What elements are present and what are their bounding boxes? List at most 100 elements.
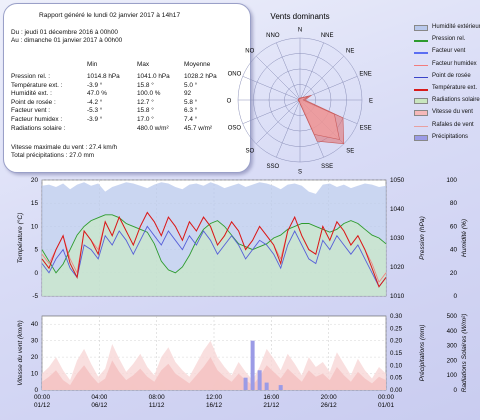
stat-min: -5.3 °: [87, 107, 103, 115]
radar-direction-label: ENE: [359, 71, 371, 77]
legend-swatch: [414, 110, 428, 117]
radar-spoke: [276, 99, 301, 158]
x-tick-label: 00:00: [378, 394, 394, 401]
radar-spoke: [276, 42, 301, 101]
humidity-tick-label: 60: [450, 223, 458, 230]
precip-tick-label: 0.15: [390, 350, 403, 357]
stat-min: -3.9 °: [87, 81, 103, 89]
precip-bar: [257, 370, 262, 390]
precip-bar: [278, 385, 283, 390]
radar-direction-label: SSE: [321, 164, 333, 170]
stat-label: Pression rel. :: [11, 73, 51, 80]
stat-label: Température ext. :: [11, 81, 63, 89]
pressure-axis-label: Pression (hPa): [419, 216, 426, 260]
wind-tick-label: 40: [31, 321, 39, 328]
y-tick-label: 0: [34, 270, 38, 277]
stat-avg: 5.0 °: [184, 81, 198, 89]
wind-tick-label: 10: [31, 371, 39, 378]
y-tick-label: 10: [31, 223, 39, 230]
stat-max: 17.0 °: [137, 116, 154, 123]
x-tick-label: 01/12: [34, 402, 50, 409]
precip-bar: [250, 340, 255, 390]
radar-series-polygon: [298, 96, 340, 140]
legend-swatch: [414, 64, 428, 67]
wind-axis-label: Vitesse du vent (km/h): [17, 320, 24, 385]
radar-direction-label: SO: [245, 149, 254, 155]
legend-label: Point de rosée: [432, 72, 471, 79]
legend-swatch: [414, 25, 428, 31]
stat-label: Facteur vent :: [11, 107, 51, 115]
precip-tick-label: 0.10: [390, 362, 403, 369]
precip-tick-label: 0.20: [390, 338, 403, 345]
precip-tick-label: 0.30: [390, 313, 403, 320]
pressure-line: [41, 214, 387, 274]
x-tick-label: 26/12: [321, 402, 337, 409]
pressure-tick-label: 1020: [390, 264, 405, 271]
period-to: Au : dimanche 01 janvier 2017 à 00h00: [11, 37, 123, 44]
radar-spoke: [299, 42, 324, 101]
stat-max: 1041.0 hPa: [137, 73, 170, 80]
x-tick-label: 21/12: [263, 402, 279, 409]
x-tick-label: 04:00: [91, 394, 107, 401]
radar-direction-label: O: [227, 99, 232, 105]
radar-spoke: [299, 55, 345, 101]
x-tick-label: 16:00: [263, 394, 279, 401]
legend-label: Facteur humidex: [432, 60, 477, 67]
radiation-tick-label: 200: [447, 357, 458, 364]
x-tick-label: 12:00: [206, 394, 222, 401]
legend-swatch: [414, 40, 428, 42]
precip-bar: [264, 382, 269, 390]
radiation-tick-label: 300: [447, 343, 458, 350]
radar-spoke: [255, 55, 301, 101]
x-tick-label: 08:00: [149, 394, 165, 401]
stat-min: -4.2 °: [87, 98, 103, 106]
stat-min: 47.0 %: [87, 90, 107, 98]
x-tick-label: 00:00: [34, 394, 50, 401]
radar-direction-label: SSO: [266, 164, 279, 170]
radiation-tick-label: 100: [447, 372, 458, 379]
header-min: Min: [87, 61, 98, 68]
y-tick-label: 15: [31, 200, 39, 207]
legend-label: Précipitations: [432, 133, 469, 140]
humidity-tick-label: 100: [446, 177, 457, 184]
wind-tick-label: 30: [31, 338, 39, 345]
radar-spoke: [242, 76, 301, 101]
radiation-tick-label: 0: [454, 387, 458, 394]
stat-max: 12.7 °: [137, 98, 154, 106]
x-tick-label: 11/12: [149, 402, 165, 409]
humidity-axis-label: Humidité (%): [461, 219, 468, 257]
stat-min: 1014.8 hPa: [87, 73, 120, 80]
stat-max: 100.0 %: [137, 90, 161, 98]
stat-label: Point de rosée :: [11, 98, 56, 106]
radar-direction-label: ONO: [228, 71, 242, 77]
y-tick-label: 5: [34, 247, 38, 254]
legend-label: Vitesse du vent: [432, 109, 473, 116]
legend-label: Radiations solaires: [432, 97, 480, 104]
temperature-axis-label: Température (°C): [16, 213, 24, 264]
radar-direction-label: E: [369, 99, 373, 105]
wind-speed-area: [42, 357, 386, 390]
legend-swatch: [414, 89, 428, 91]
legend-label: Humidité extérieure: [432, 24, 480, 30]
legend-label: Température ext.: [432, 85, 478, 91]
stat-label: Radiations solaire :: [11, 124, 66, 132]
legend-swatch: [414, 76, 428, 79]
stat-avg: 6.3 °: [184, 107, 198, 115]
stat-avg: 5.8 °: [184, 98, 198, 106]
stat-avg: 45.7 w/m²: [184, 124, 213, 132]
y-tick-label: -5: [32, 293, 38, 300]
legend-label: Rafales de vent: [432, 121, 474, 128]
wind-tick-label: 20: [31, 354, 39, 361]
stat-max: 15.8 °: [137, 81, 154, 89]
radar-direction-label: NNE: [321, 33, 334, 39]
radar-direction-label: ESE: [360, 126, 372, 132]
x-tick-label: 20:00: [321, 394, 337, 401]
radar-spoke: [242, 99, 301, 124]
stat-avg: 1028.2 hPa: [184, 73, 217, 80]
pressure-tick-label: 1040: [390, 206, 405, 213]
pressure-tick-label: 1030: [390, 235, 405, 242]
radar-direction-label: NO: [245, 48, 254, 54]
wind-radar-chart: Vents dominants N NNE NE ENE E ESE SE SSE S SSO SO O…: [227, 12, 373, 176]
radar-direction-label: S: [298, 170, 302, 176]
precip-tick-label: 0.00: [390, 387, 403, 394]
